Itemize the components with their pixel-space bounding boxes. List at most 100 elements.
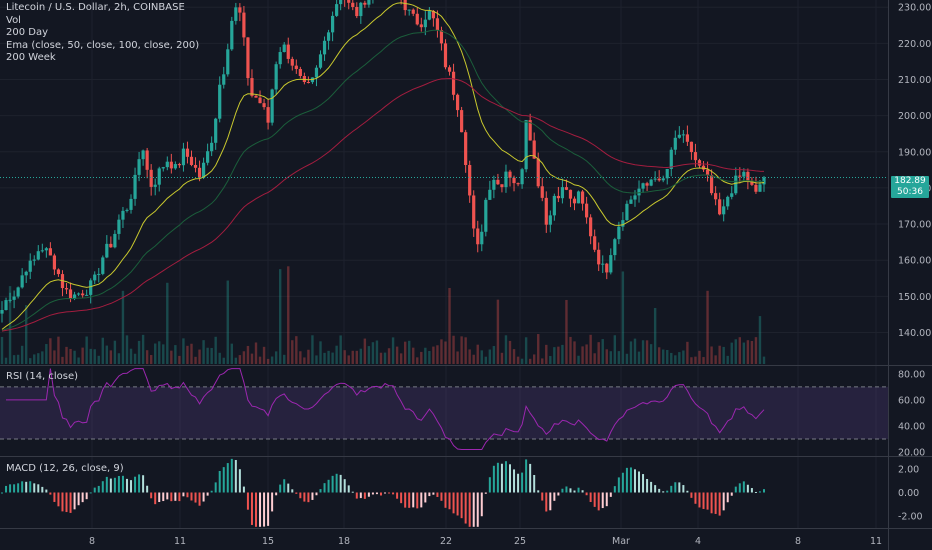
macd-bar bbox=[271, 492, 274, 512]
macd-bar bbox=[250, 492, 253, 525]
macd-bar bbox=[230, 458, 233, 493]
candle bbox=[60, 270, 65, 297]
macd-bar bbox=[323, 483, 326, 493]
candle bbox=[258, 90, 262, 104]
time-axis[interactable]: 8 11 15 18 22 25 Mar 4 8 11 bbox=[89, 536, 882, 547]
macd-bar bbox=[500, 463, 503, 493]
macd-bar bbox=[666, 490, 669, 493]
main-legend: Litecoin / U.S. Dollar, 2h, COINBASE Vol… bbox=[6, 2, 199, 65]
candle bbox=[726, 195, 730, 210]
macd-bar bbox=[629, 467, 632, 493]
candle bbox=[105, 235, 109, 259]
macd-bar bbox=[682, 485, 685, 493]
macd-bar bbox=[226, 463, 229, 493]
legend-200-day[interactable]: 200 Day bbox=[6, 27, 49, 38]
macd-bar bbox=[408, 492, 411, 508]
legend-rsi[interactable]: RSI (14, close) bbox=[6, 371, 79, 382]
macd-bar bbox=[198, 492, 201, 506]
candle bbox=[653, 171, 657, 182]
candle bbox=[714, 186, 718, 206]
macd-bar bbox=[311, 492, 314, 500]
candle bbox=[318, 50, 323, 70]
candle bbox=[193, 157, 198, 173]
macd-pane[interactable] bbox=[1, 458, 765, 527]
legend-macd[interactable]: MACD (12, 26, close, 9) bbox=[6, 463, 124, 474]
candle bbox=[242, 5, 246, 46]
candle bbox=[665, 168, 669, 185]
candle bbox=[460, 106, 464, 133]
macd-bar bbox=[367, 492, 370, 497]
macd-bar bbox=[1, 492, 3, 494]
x-tick-label: 8 bbox=[89, 536, 95, 547]
macd-bar bbox=[718, 492, 721, 516]
rsi-pane[interactable] bbox=[0, 368, 888, 450]
macd-bar bbox=[549, 492, 552, 511]
rsi-band bbox=[0, 386, 888, 440]
y-tick-label: 200.00 bbox=[898, 111, 931, 122]
macd-bar bbox=[525, 459, 528, 493]
candlestick-series[interactable] bbox=[0, 0, 766, 323]
macd-bar bbox=[517, 473, 520, 493]
candle bbox=[585, 196, 589, 224]
macd-bar bbox=[468, 492, 471, 527]
y-tick-label: 190.00 bbox=[898, 147, 931, 158]
candle bbox=[113, 230, 117, 249]
candle bbox=[310, 77, 315, 85]
price-axis[interactable]: 230.00220.00210.00200.00190.00180.00170.… bbox=[898, 3, 931, 523]
macd-bar bbox=[726, 492, 729, 503]
candle bbox=[496, 173, 500, 185]
macd-bar bbox=[658, 488, 661, 493]
legend-200-week[interactable]: 200 Week bbox=[6, 52, 56, 63]
macd-bar bbox=[170, 492, 173, 502]
macd-bar bbox=[690, 492, 693, 498]
macd-bar bbox=[307, 492, 310, 503]
candle bbox=[451, 63, 456, 101]
candle bbox=[169, 153, 173, 174]
macd-bar bbox=[617, 477, 620, 493]
macd-bar bbox=[238, 469, 241, 493]
macd-bar bbox=[138, 474, 141, 493]
candle bbox=[597, 242, 601, 272]
x-tick-label: 25 bbox=[514, 536, 526, 547]
macd-bar bbox=[154, 492, 157, 505]
candle bbox=[480, 224, 484, 252]
legend-ema[interactable]: Ema (close, 50, close, 100, close, 200) bbox=[6, 39, 200, 51]
candle bbox=[589, 214, 593, 245]
macd-bar bbox=[436, 492, 439, 497]
macd-bar bbox=[186, 492, 189, 498]
macd-bar bbox=[746, 484, 749, 493]
candle bbox=[238, 3, 242, 22]
candle bbox=[145, 147, 149, 179]
macd-bar bbox=[593, 492, 596, 507]
candle bbox=[689, 141, 694, 160]
macd-bar bbox=[440, 492, 443, 501]
macd-bar bbox=[89, 492, 92, 494]
legend-symbol[interactable]: Litecoin / U.S. Dollar, 2h, COINBASE bbox=[6, 2, 185, 13]
candle bbox=[629, 195, 633, 204]
macd-bar bbox=[597, 492, 600, 511]
candle bbox=[302, 72, 306, 85]
ema-100-line bbox=[1, 29, 765, 332]
candle bbox=[504, 164, 508, 193]
macd-bar bbox=[77, 492, 80, 506]
macd-bar bbox=[146, 485, 149, 493]
macd-bar bbox=[49, 492, 52, 495]
candle bbox=[431, 9, 435, 27]
candle bbox=[270, 88, 274, 126]
macd-bar bbox=[214, 482, 217, 493]
candle bbox=[572, 196, 577, 211]
candle bbox=[722, 199, 726, 222]
y-tick-label: 230.00 bbox=[898, 3, 931, 14]
candle bbox=[718, 192, 722, 216]
candle bbox=[625, 200, 629, 221]
candle bbox=[476, 220, 480, 253]
candle bbox=[286, 37, 290, 64]
macd-bar bbox=[738, 483, 741, 493]
candle bbox=[548, 210, 552, 233]
candle bbox=[372, 0, 374, 4]
candle bbox=[500, 184, 504, 193]
legend-volume[interactable]: Vol bbox=[6, 14, 21, 26]
macd-bar bbox=[678, 482, 681, 493]
macd-bar bbox=[255, 492, 257, 527]
